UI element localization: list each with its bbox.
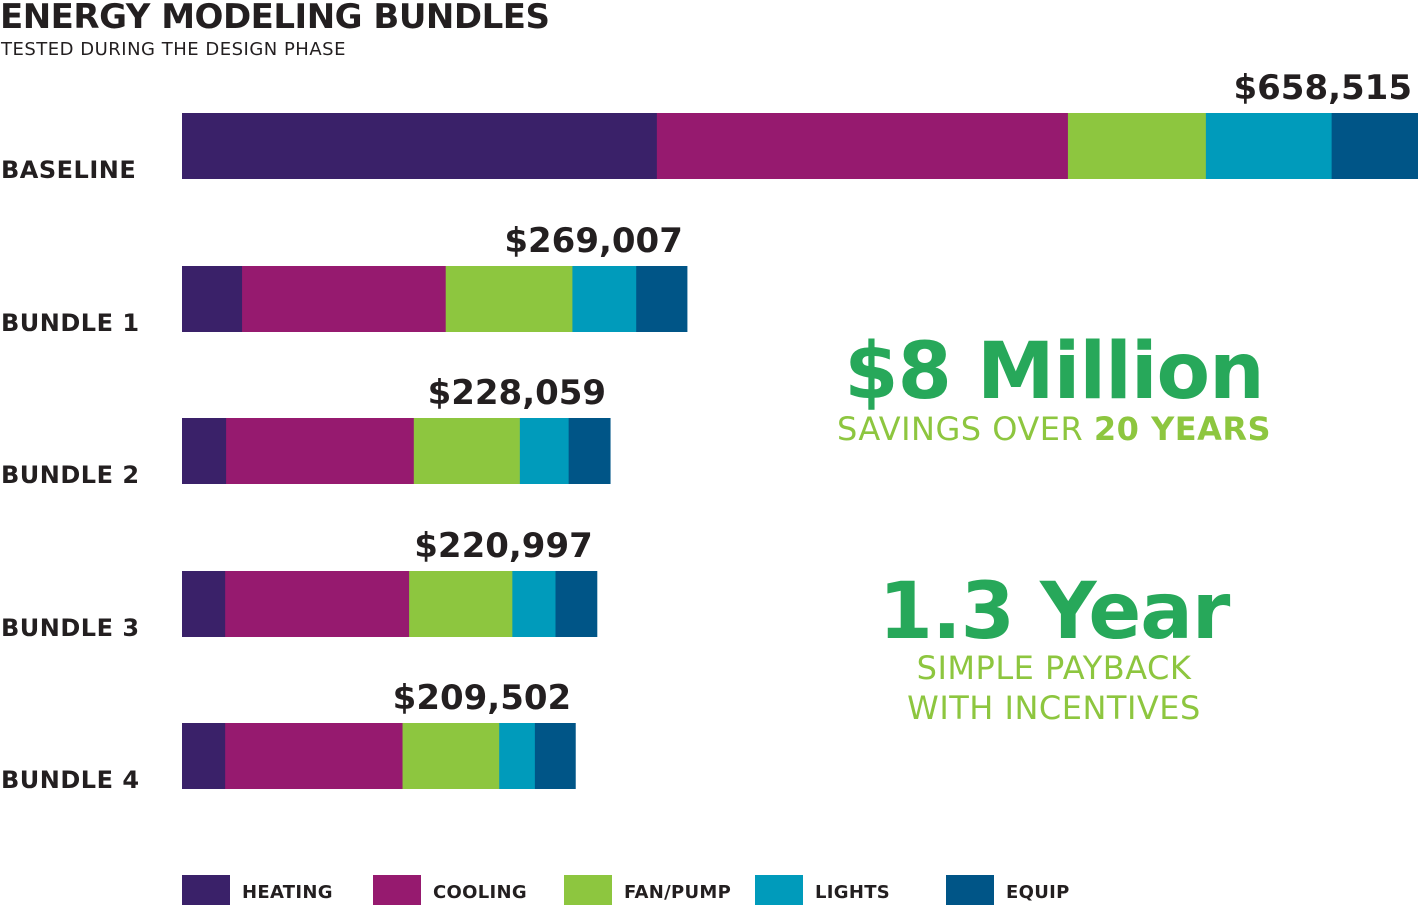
bar-segment-cooling bbox=[656, 113, 1069, 179]
payback-line-2: WITH INCENTIVES bbox=[907, 689, 1201, 727]
total-label: $658,515 bbox=[1233, 68, 1412, 108]
bar-segment-lights bbox=[572, 266, 637, 332]
legend-label: FAN/PUMP bbox=[624, 882, 731, 903]
bar-segment-fan-pump bbox=[445, 266, 573, 332]
bar-segment-equip bbox=[636, 266, 688, 332]
bar-segment-cooling bbox=[242, 266, 447, 332]
payback-headline: 1.3 Year bbox=[879, 567, 1231, 657]
bar-segment-equip bbox=[1331, 113, 1418, 179]
savings-subline: SAVINGS OVER 20 YEARS bbox=[837, 410, 1271, 448]
category-label: BUNDLE 2 bbox=[1, 461, 140, 489]
category-label: BUNDLE 4 bbox=[1, 766, 140, 794]
legend-swatch bbox=[182, 875, 230, 905]
bar-segment-fan-pump bbox=[1067, 113, 1207, 179]
savings-callout: $8 Million SAVINGS OVER 20 YEARS bbox=[837, 327, 1271, 448]
category-label: BUNDLE 1 bbox=[1, 309, 140, 337]
bar-segment-lights bbox=[1205, 113, 1333, 179]
bar-segment-heating bbox=[182, 723, 226, 789]
category-label: BUNDLE 3 bbox=[1, 614, 140, 642]
category-label: BASELINE bbox=[1, 156, 136, 184]
legend-label: EQUIP bbox=[1006, 882, 1070, 903]
total-label: $209,502 bbox=[393, 678, 572, 718]
bar-segment-lights bbox=[519, 418, 570, 484]
bar-segment-equip bbox=[555, 571, 598, 637]
bar-segment-fan-pump bbox=[413, 418, 521, 484]
legend-label: HEATING bbox=[242, 882, 333, 903]
legend: HEATING COOLING FAN/PUMP LIGHTS EQUIP bbox=[182, 875, 1070, 905]
total-label: $220,997 bbox=[414, 526, 593, 566]
savings-subline-regular: SAVINGS OVER bbox=[837, 410, 1094, 448]
legend-swatch bbox=[946, 875, 994, 905]
bar-segment-equip bbox=[534, 723, 576, 789]
bar-segment-cooling bbox=[225, 571, 410, 637]
payback-line-1: SIMPLE PAYBACK bbox=[917, 649, 1192, 687]
chart-subtitle: TESTED DURING THE DESIGN PHASE bbox=[0, 39, 346, 60]
bar-segment-lights bbox=[512, 571, 557, 637]
legend-label: LIGHTS bbox=[815, 882, 890, 903]
bar-segment-lights bbox=[499, 723, 536, 789]
savings-subline-bold: 20 YEARS bbox=[1094, 410, 1271, 448]
legend-label: COOLING bbox=[433, 882, 527, 903]
total-label: $269,007 bbox=[504, 221, 683, 261]
bars-group: BASELINE $658,515 BUNDLE 1 $269,007 BUNDLE 2… bbox=[1, 68, 1418, 794]
legend-swatch bbox=[755, 875, 803, 905]
legend-swatch bbox=[373, 875, 421, 905]
savings-headline: $8 Million bbox=[844, 327, 1263, 417]
bar-segment-fan-pump bbox=[402, 723, 500, 789]
bar-segment-fan-pump bbox=[409, 571, 513, 637]
bar-segment-heating bbox=[182, 113, 658, 179]
bar-segment-cooling bbox=[226, 418, 415, 484]
chart-title: ENERGY MODELING BUNDLES bbox=[0, 0, 549, 37]
total-label: $228,059 bbox=[428, 373, 607, 413]
bar-segment-heating bbox=[182, 418, 227, 484]
bar-segment-cooling bbox=[225, 723, 404, 789]
bar-segment-equip bbox=[568, 418, 611, 484]
bar-segment-heating bbox=[182, 571, 226, 637]
bar-segment-heating bbox=[182, 266, 243, 332]
payback-callout: 1.3 Year SIMPLE PAYBACK WITH INCENTIVES bbox=[879, 567, 1232, 727]
legend-swatch bbox=[564, 875, 612, 905]
